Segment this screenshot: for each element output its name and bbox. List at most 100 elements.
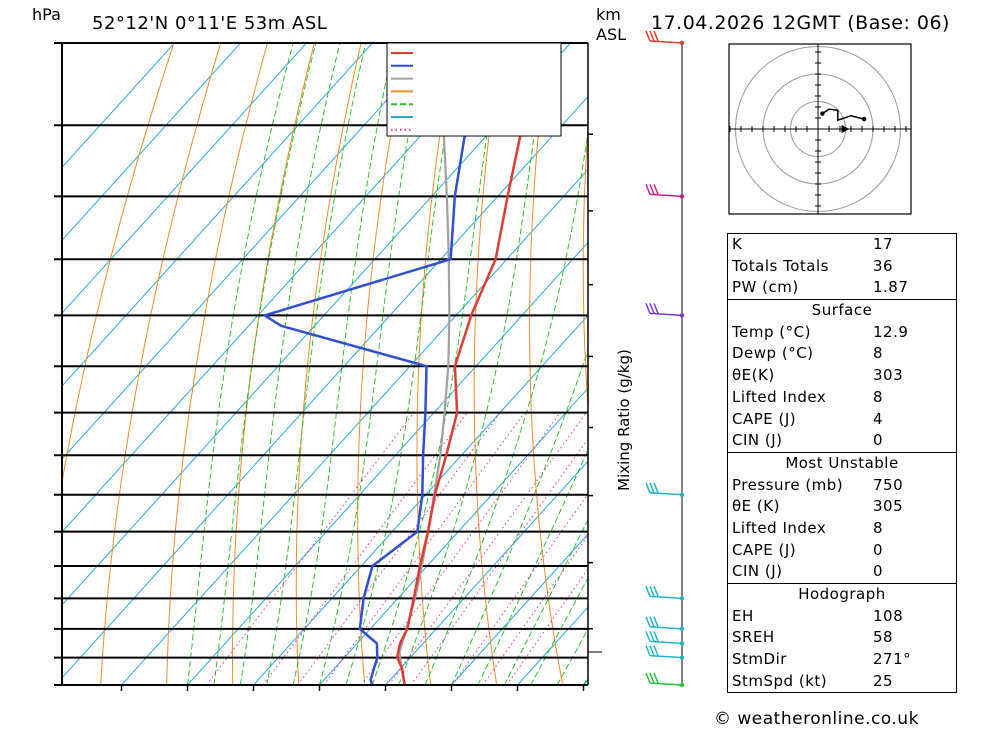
index-label: Temp (°C) xyxy=(732,322,811,341)
wind-barb xyxy=(645,616,685,632)
dry-adiabat-line xyxy=(166,43,269,685)
index-label: PW (cm) xyxy=(732,278,799,297)
wind-barb-flag xyxy=(653,30,659,42)
mixing-ratio-line xyxy=(410,438,588,685)
index-value: 12.9 xyxy=(873,322,909,341)
mixing-ratio-lines xyxy=(206,412,588,685)
wind-barb-flag xyxy=(649,184,655,195)
index-label: CIN (J) xyxy=(732,562,783,581)
index-label: CIN (J) xyxy=(732,431,783,450)
wet-adiabat-line xyxy=(187,43,294,685)
wind-barb-flag xyxy=(649,616,655,628)
wind-barb-flag xyxy=(649,645,655,656)
index-row: SREH 58 xyxy=(728,627,956,649)
index-value: 8 xyxy=(873,518,884,537)
index-value: 36 xyxy=(873,256,894,275)
wind-barb-flag xyxy=(649,482,655,494)
mixing-ratio-line xyxy=(482,534,588,685)
index-label: θE (K) xyxy=(732,497,780,516)
isotherm-line xyxy=(319,387,588,685)
index-label: CAPE (J) xyxy=(732,540,797,559)
index-label: Lifted Index xyxy=(732,518,827,537)
wind-barb-flag xyxy=(645,645,651,656)
dry-adiabat-line xyxy=(529,43,564,685)
isotherm-line xyxy=(62,43,439,460)
wind-barb-flag xyxy=(653,303,659,314)
index-row: Lifted Index 8 xyxy=(728,387,956,409)
index-value: 8 xyxy=(873,344,884,363)
index-row: StmSpd (kt) 25 xyxy=(728,671,956,693)
wind-barb-shaft xyxy=(649,682,683,686)
indices-table: K 17 Totals Totals 36 PW (cm) 1.87 Surface Te… xyxy=(727,233,957,694)
index-row: θE (K) 305 xyxy=(728,496,956,518)
wet-adiabat-line xyxy=(239,43,341,685)
wind-barb xyxy=(645,30,685,46)
surface-indices: Temp (°C) 12.9 Dewp (°C) 8 θE(K) 303 Lifted In… xyxy=(728,322,956,452)
dry-adiabat-line xyxy=(100,43,222,685)
dewpoint-line xyxy=(263,43,486,685)
wet-adiabat-line xyxy=(477,448,588,685)
isotherm-line xyxy=(253,314,588,685)
wind-barb-flag xyxy=(649,30,655,42)
wind-barb-shaft xyxy=(649,312,683,317)
isotherm-line xyxy=(187,241,588,685)
wind-barb-flag xyxy=(653,672,659,684)
index-row: CIN (J) 0 xyxy=(728,430,956,452)
index-row: θE(K) 303 xyxy=(728,365,956,387)
mixing-ratio-axis-label: Mixing Ratio (g/kg) xyxy=(615,349,633,491)
wind-profile xyxy=(645,30,685,688)
profile-series xyxy=(263,43,543,685)
wind-barb-flag xyxy=(645,482,651,494)
index-value: 17 xyxy=(873,235,894,253)
hodograph-track xyxy=(821,108,865,122)
wind-barb-shaft xyxy=(649,492,683,496)
isotherm-line xyxy=(451,533,588,685)
index-label: EH xyxy=(732,606,754,625)
dry-adiabat-line xyxy=(473,43,502,685)
isotherm-line xyxy=(121,168,588,685)
wind-barb-flag xyxy=(653,616,659,628)
wet-adiabat-line xyxy=(530,576,588,685)
isotherm-line xyxy=(385,460,588,685)
isotherm-line xyxy=(62,43,241,241)
index-value: 303 xyxy=(873,366,904,385)
mixing-ratio-line xyxy=(360,412,561,685)
hodograph xyxy=(728,43,912,215)
isotherm-lines xyxy=(62,43,588,685)
index-row: EH 108 xyxy=(728,606,956,628)
dry-adiabat-line xyxy=(968,25,1000,685)
wind-barb-flag xyxy=(653,645,659,656)
dry-adiabat-line xyxy=(635,25,695,685)
wind-barb xyxy=(645,482,685,498)
index-row: CAPE (J) 0 xyxy=(728,540,956,562)
wind-barb-flag xyxy=(653,184,659,195)
wind-barb-flag xyxy=(645,672,651,684)
pressure-level-lines xyxy=(54,42,588,686)
most-unstable-header: Most Unstable xyxy=(728,451,956,475)
hodograph-end-dot xyxy=(862,116,867,122)
index-row: PW (cm) 1.87 xyxy=(728,277,956,299)
wind-barb xyxy=(645,586,685,601)
most-unstable-indices: Pressure (mb) 750 θE (K) 305 Lifted Index 8 CA… xyxy=(728,475,956,583)
wind-barb-flag xyxy=(645,631,651,642)
dry-adiabat-line xyxy=(295,43,362,685)
km-unit-label: km xyxy=(596,5,621,24)
index-label: CAPE (J) xyxy=(732,409,797,428)
index-value: 0 xyxy=(873,431,884,450)
index-row: Totals Totals 36 xyxy=(728,256,956,278)
isotherm-line xyxy=(62,43,571,606)
isotherm-line xyxy=(62,95,588,679)
isotherm-line xyxy=(62,43,175,169)
dry-adiabat-line xyxy=(582,118,588,414)
index-label: K xyxy=(732,235,743,253)
index-value: 58 xyxy=(873,628,894,647)
index-value: 1.87 xyxy=(873,278,909,297)
hodograph-indices: EH 108 SREH 58 StmDir 271° StmSpd (kt) 25 xyxy=(728,606,956,693)
wind-barb-flag xyxy=(653,586,659,597)
wind-barb-flag xyxy=(649,303,655,314)
isotherm-line xyxy=(62,43,505,533)
index-label: Pressure (mb) xyxy=(732,475,844,494)
wind-barb-shaft xyxy=(649,654,683,659)
wind-barb xyxy=(645,184,685,199)
index-row: K 17 xyxy=(728,234,956,256)
